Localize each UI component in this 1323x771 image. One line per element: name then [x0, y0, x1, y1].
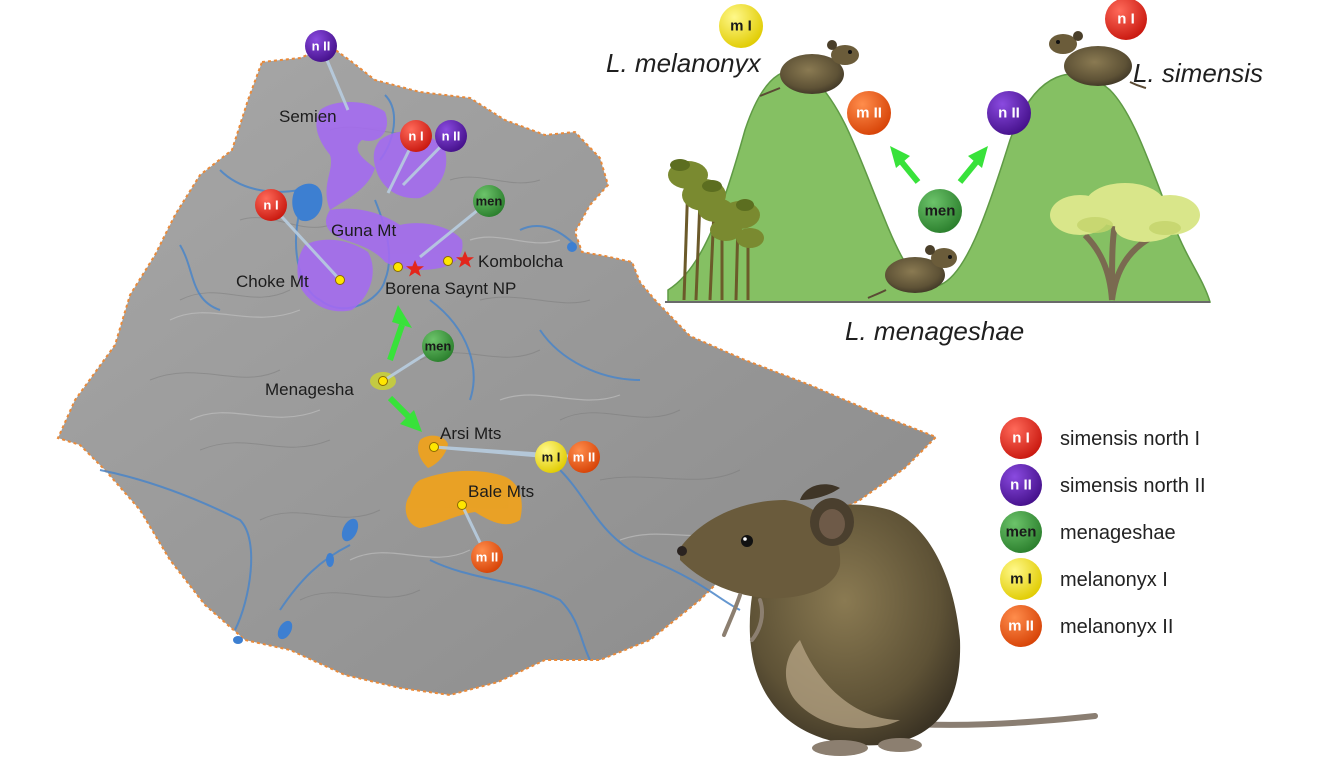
label-bale: Bale Mts	[468, 482, 534, 501]
species-label-menageshae: L. menageshae	[845, 316, 1024, 346]
lake-tana	[292, 183, 323, 222]
legend-code: men	[1006, 524, 1037, 541]
svg-text:men: men	[925, 203, 956, 220]
legend-code: m I	[1010, 571, 1032, 588]
svg-text:men: men	[425, 339, 452, 354]
label-arsi: Arsi Mts	[440, 424, 501, 443]
rat-head	[680, 500, 841, 599]
rat-belly	[785, 640, 900, 729]
species-label-melanonyx: L. melanonyx	[606, 48, 762, 78]
site-markers	[335, 256, 467, 510]
legend-label: menageshae	[1060, 522, 1176, 544]
rat-forepaws	[722, 593, 764, 642]
heath-tree-icon	[1050, 183, 1200, 301]
legend-swatch	[1000, 464, 1042, 506]
map-badge-borena-men: men	[473, 185, 505, 217]
map-badge-guna-nII: n II	[435, 120, 467, 152]
star-icon	[456, 251, 474, 268]
svg-text:n I: n I	[408, 129, 423, 144]
legend-label: melanonyx II	[1060, 616, 1173, 638]
svg-text:m II: m II	[573, 450, 595, 465]
rift-lakes	[233, 242, 577, 644]
legend-item: m I melanonyx I	[1000, 558, 1168, 600]
map-badge-arsi-mI: m I	[535, 441, 567, 473]
rat-menageshae-icon	[867, 245, 957, 299]
legend-swatch	[1000, 511, 1042, 553]
svg-text:m I: m I	[542, 450, 561, 465]
rat-hindfoot	[812, 738, 922, 756]
rat-eye	[741, 535, 753, 547]
diagram-badge-mI: m I	[719, 4, 763, 48]
svg-text:n I: n I	[263, 198, 278, 213]
rat-nose	[677, 546, 687, 556]
legend: n I simensis north I n II simensis north II…	[1000, 417, 1206, 647]
diagram-arrows	[890, 146, 988, 184]
map-arrows	[387, 305, 422, 432]
svg-text:n II: n II	[998, 105, 1020, 122]
rat-simensis-icon	[1049, 31, 1147, 89]
svg-text:n II: n II	[312, 39, 331, 54]
label-choke: Choke Mt	[236, 272, 309, 291]
legend-item: m II melanonyx II	[1000, 605, 1173, 647]
label-guna: Guna Mt	[331, 221, 396, 240]
legend-label: simensis north II	[1060, 475, 1206, 497]
map-badge-menagesha-men: men	[422, 330, 454, 362]
legend-swatch	[1000, 558, 1042, 600]
legend-item: n I simensis north I	[1000, 417, 1200, 459]
legend-label: melanonyx I	[1060, 569, 1168, 591]
forest-trees-icon	[668, 159, 764, 301]
legend-code: n I	[1012, 430, 1030, 447]
diagram-badge-men: men	[918, 189, 962, 233]
diagram-badge-nI: n I	[1105, 0, 1147, 40]
svg-text:m II: m II	[476, 550, 498, 565]
legend-label: simensis north I	[1060, 428, 1200, 450]
legend-code: n II	[1010, 477, 1032, 494]
label-kombolcha: Kombolcha	[478, 252, 564, 271]
map-badge-guna-nI: n I	[400, 120, 432, 152]
map-badge-arsi-mII: m II	[568, 441, 600, 473]
legend-item: men menageshae	[1000, 511, 1176, 553]
legend-swatch	[1000, 605, 1042, 647]
rat-melanonyx-icon	[759, 40, 859, 97]
label-semien: Semien	[279, 107, 337, 126]
species-label-simensis: L. simensis	[1133, 58, 1263, 88]
star-markers	[406, 251, 474, 277]
svg-text:n II: n II	[442, 129, 461, 144]
label-menagesha: Menagesha	[265, 380, 354, 399]
diagram-badge-mII: m II	[847, 91, 891, 135]
star-icon	[406, 260, 424, 277]
svg-text:men: men	[476, 194, 503, 209]
legend-code: m II	[1008, 618, 1034, 635]
rat-photo	[677, 484, 1098, 756]
svg-text:m I: m I	[730, 18, 752, 35]
terrain-shading-light	[169, 236, 741, 561]
speciation-diagram: m I n I m II n II men L. melanonyx L. si…	[606, 0, 1263, 346]
legend-swatch	[1000, 417, 1042, 459]
svg-text:n I: n I	[1117, 11, 1135, 28]
diagram-badge-nII: n II	[987, 91, 1031, 135]
hills	[667, 69, 1212, 303]
map-badge-choke-nI: n I	[255, 189, 287, 221]
svg-text:m II: m II	[856, 105, 882, 122]
map-badge-semien-nII: n II	[305, 30, 337, 62]
rat-ear-back	[800, 484, 840, 500]
label-borena: Borena Saynt NP	[385, 279, 516, 298]
legend-item: n II simensis north II	[1000, 464, 1206, 506]
map-badge-bale-mII: m II	[471, 541, 503, 573]
